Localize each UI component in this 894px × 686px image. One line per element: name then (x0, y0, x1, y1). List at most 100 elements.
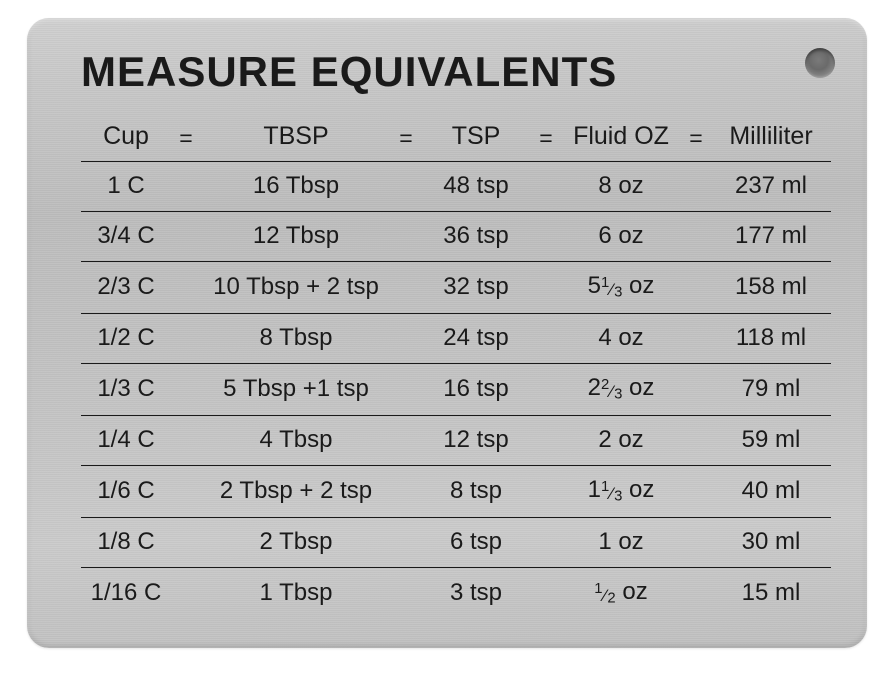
cell-tsp: 24 tsp (421, 314, 531, 364)
cell-eq (171, 466, 201, 518)
cell-eq (681, 364, 711, 416)
cell-ml: 118 ml (711, 314, 831, 364)
cell-tsp: 16 tsp (421, 364, 531, 416)
cell-tbsp: 16 Tbsp (201, 162, 391, 212)
cell-eq (681, 314, 711, 364)
cell-eq (391, 416, 421, 466)
cell-eq (681, 416, 711, 466)
equivalents-table: Cup = TBSP = TSP = Fluid OZ = Milliliter… (81, 116, 831, 619)
cell-eq (531, 162, 561, 212)
cell-eq (391, 314, 421, 364)
cell-eq (391, 518, 421, 568)
cell-cup: 1/3 C (81, 364, 171, 416)
cell-tbsp: 1 Tbsp (201, 568, 391, 620)
cell-eq (171, 212, 201, 262)
cell-tbsp: 8 Tbsp (201, 314, 391, 364)
cell-cup: 1/16 C (81, 568, 171, 620)
cell-foz: 51⁄3 oz (561, 262, 681, 314)
cell-eq (171, 568, 201, 620)
cell-eq (171, 162, 201, 212)
cell-tsp: 48 tsp (421, 162, 531, 212)
cell-eq (531, 466, 561, 518)
table-row: 1/3 C 5 Tbsp +1 tsp 16 tsp 22⁄3 oz 79 ml (81, 364, 831, 416)
cell-eq (681, 262, 711, 314)
cell-eq (391, 364, 421, 416)
cell-foz: 22⁄3 oz (561, 364, 681, 416)
col-ml: Milliliter (711, 116, 831, 162)
cell-tbsp: 2 Tbsp + 2 tsp (201, 466, 391, 518)
cell-eq (681, 162, 711, 212)
cell-tsp: 36 tsp (421, 212, 531, 262)
cell-foz: 1⁄2 oz (561, 568, 681, 620)
eq-symbol: = (531, 116, 561, 162)
cell-tsp: 32 tsp (421, 262, 531, 314)
cell-ml: 237 ml (711, 162, 831, 212)
hang-hole (805, 48, 835, 78)
cell-cup: 2/3 C (81, 262, 171, 314)
table-row: 2/3 C 10 Tbsp + 2 tsp 32 tsp 51⁄3 oz 158 ml (81, 262, 831, 314)
cell-ml: 40 ml (711, 466, 831, 518)
cell-eq (531, 364, 561, 416)
cell-foz: 2 oz (561, 416, 681, 466)
cell-eq (681, 518, 711, 568)
cell-eq (171, 518, 201, 568)
cell-tbsp: 4 Tbsp (201, 416, 391, 466)
cell-tsp: 6 tsp (421, 518, 531, 568)
metal-plate: MEASURE EQUIVALENTS Cup = TBSP = TSP = F… (27, 18, 867, 648)
cell-tsp: 3 tsp (421, 568, 531, 620)
cell-foz: 1 oz (561, 518, 681, 568)
col-cup: Cup (81, 116, 171, 162)
table-row: 1/2 C 8 Tbsp 24 tsp 4 oz 118 ml (81, 314, 831, 364)
cell-foz: 8 oz (561, 162, 681, 212)
cell-cup: 3/4 C (81, 212, 171, 262)
cell-eq (531, 314, 561, 364)
cell-eq (171, 364, 201, 416)
cell-ml: 15 ml (711, 568, 831, 620)
cell-eq (391, 212, 421, 262)
table-row: 1/8 C 2 Tbsp 6 tsp 1 oz 30 ml (81, 518, 831, 568)
cell-ml: 59 ml (711, 416, 831, 466)
cell-eq (531, 262, 561, 314)
eq-symbol: = (171, 116, 201, 162)
eq-symbol: = (681, 116, 711, 162)
eq-symbol: = (391, 116, 421, 162)
cell-eq (391, 262, 421, 314)
title: MEASURE EQUIVALENTS (81, 48, 829, 96)
cell-eq (681, 212, 711, 262)
cell-eq (391, 466, 421, 518)
cell-foz: 6 oz (561, 212, 681, 262)
cell-eq (681, 568, 711, 620)
cell-eq (681, 466, 711, 518)
col-foz: Fluid OZ (561, 116, 681, 162)
cell-cup: 1/8 C (81, 518, 171, 568)
cell-cup: 1/6 C (81, 466, 171, 518)
cell-ml: 79 ml (711, 364, 831, 416)
cell-eq (171, 416, 201, 466)
cell-tbsp: 5 Tbsp +1 tsp (201, 364, 391, 416)
cell-ml: 30 ml (711, 518, 831, 568)
cell-foz: 4 oz (561, 314, 681, 364)
cell-tsp: 8 tsp (421, 466, 531, 518)
cell-cup: 1 C (81, 162, 171, 212)
table-row: 1/4 C 4 Tbsp 12 tsp 2 oz 59 ml (81, 416, 831, 466)
cell-tbsp: 2 Tbsp (201, 518, 391, 568)
col-tbsp: TBSP (201, 116, 391, 162)
cell-eq (531, 518, 561, 568)
cell-tbsp: 10 Tbsp + 2 tsp (201, 262, 391, 314)
col-tsp: TSP (421, 116, 531, 162)
cell-ml: 158 ml (711, 262, 831, 314)
cell-eq (391, 568, 421, 620)
cell-eq (531, 568, 561, 620)
cell-eq (531, 212, 561, 262)
table-row: 1 C 16 Tbsp 48 tsp 8 oz 237 ml (81, 162, 831, 212)
table-row: 1/6 C2 Tbsp + 2 tsp8 tsp11⁄3 oz40 ml (81, 466, 831, 518)
cell-cup: 1/2 C (81, 314, 171, 364)
cell-cup: 1/4 C (81, 416, 171, 466)
cell-eq (391, 162, 421, 212)
table-row: 1/16 C 1 Tbsp 3 tsp 1⁄2 oz 15 ml (81, 568, 831, 620)
cell-eq (171, 314, 201, 364)
table-header-row: Cup = TBSP = TSP = Fluid OZ = Milliliter (81, 116, 831, 162)
cell-tsp: 12 tsp (421, 416, 531, 466)
cell-ml: 177 ml (711, 212, 831, 262)
table-row: 3/4 C12 Tbsp36 tsp6 oz177 ml (81, 212, 831, 262)
